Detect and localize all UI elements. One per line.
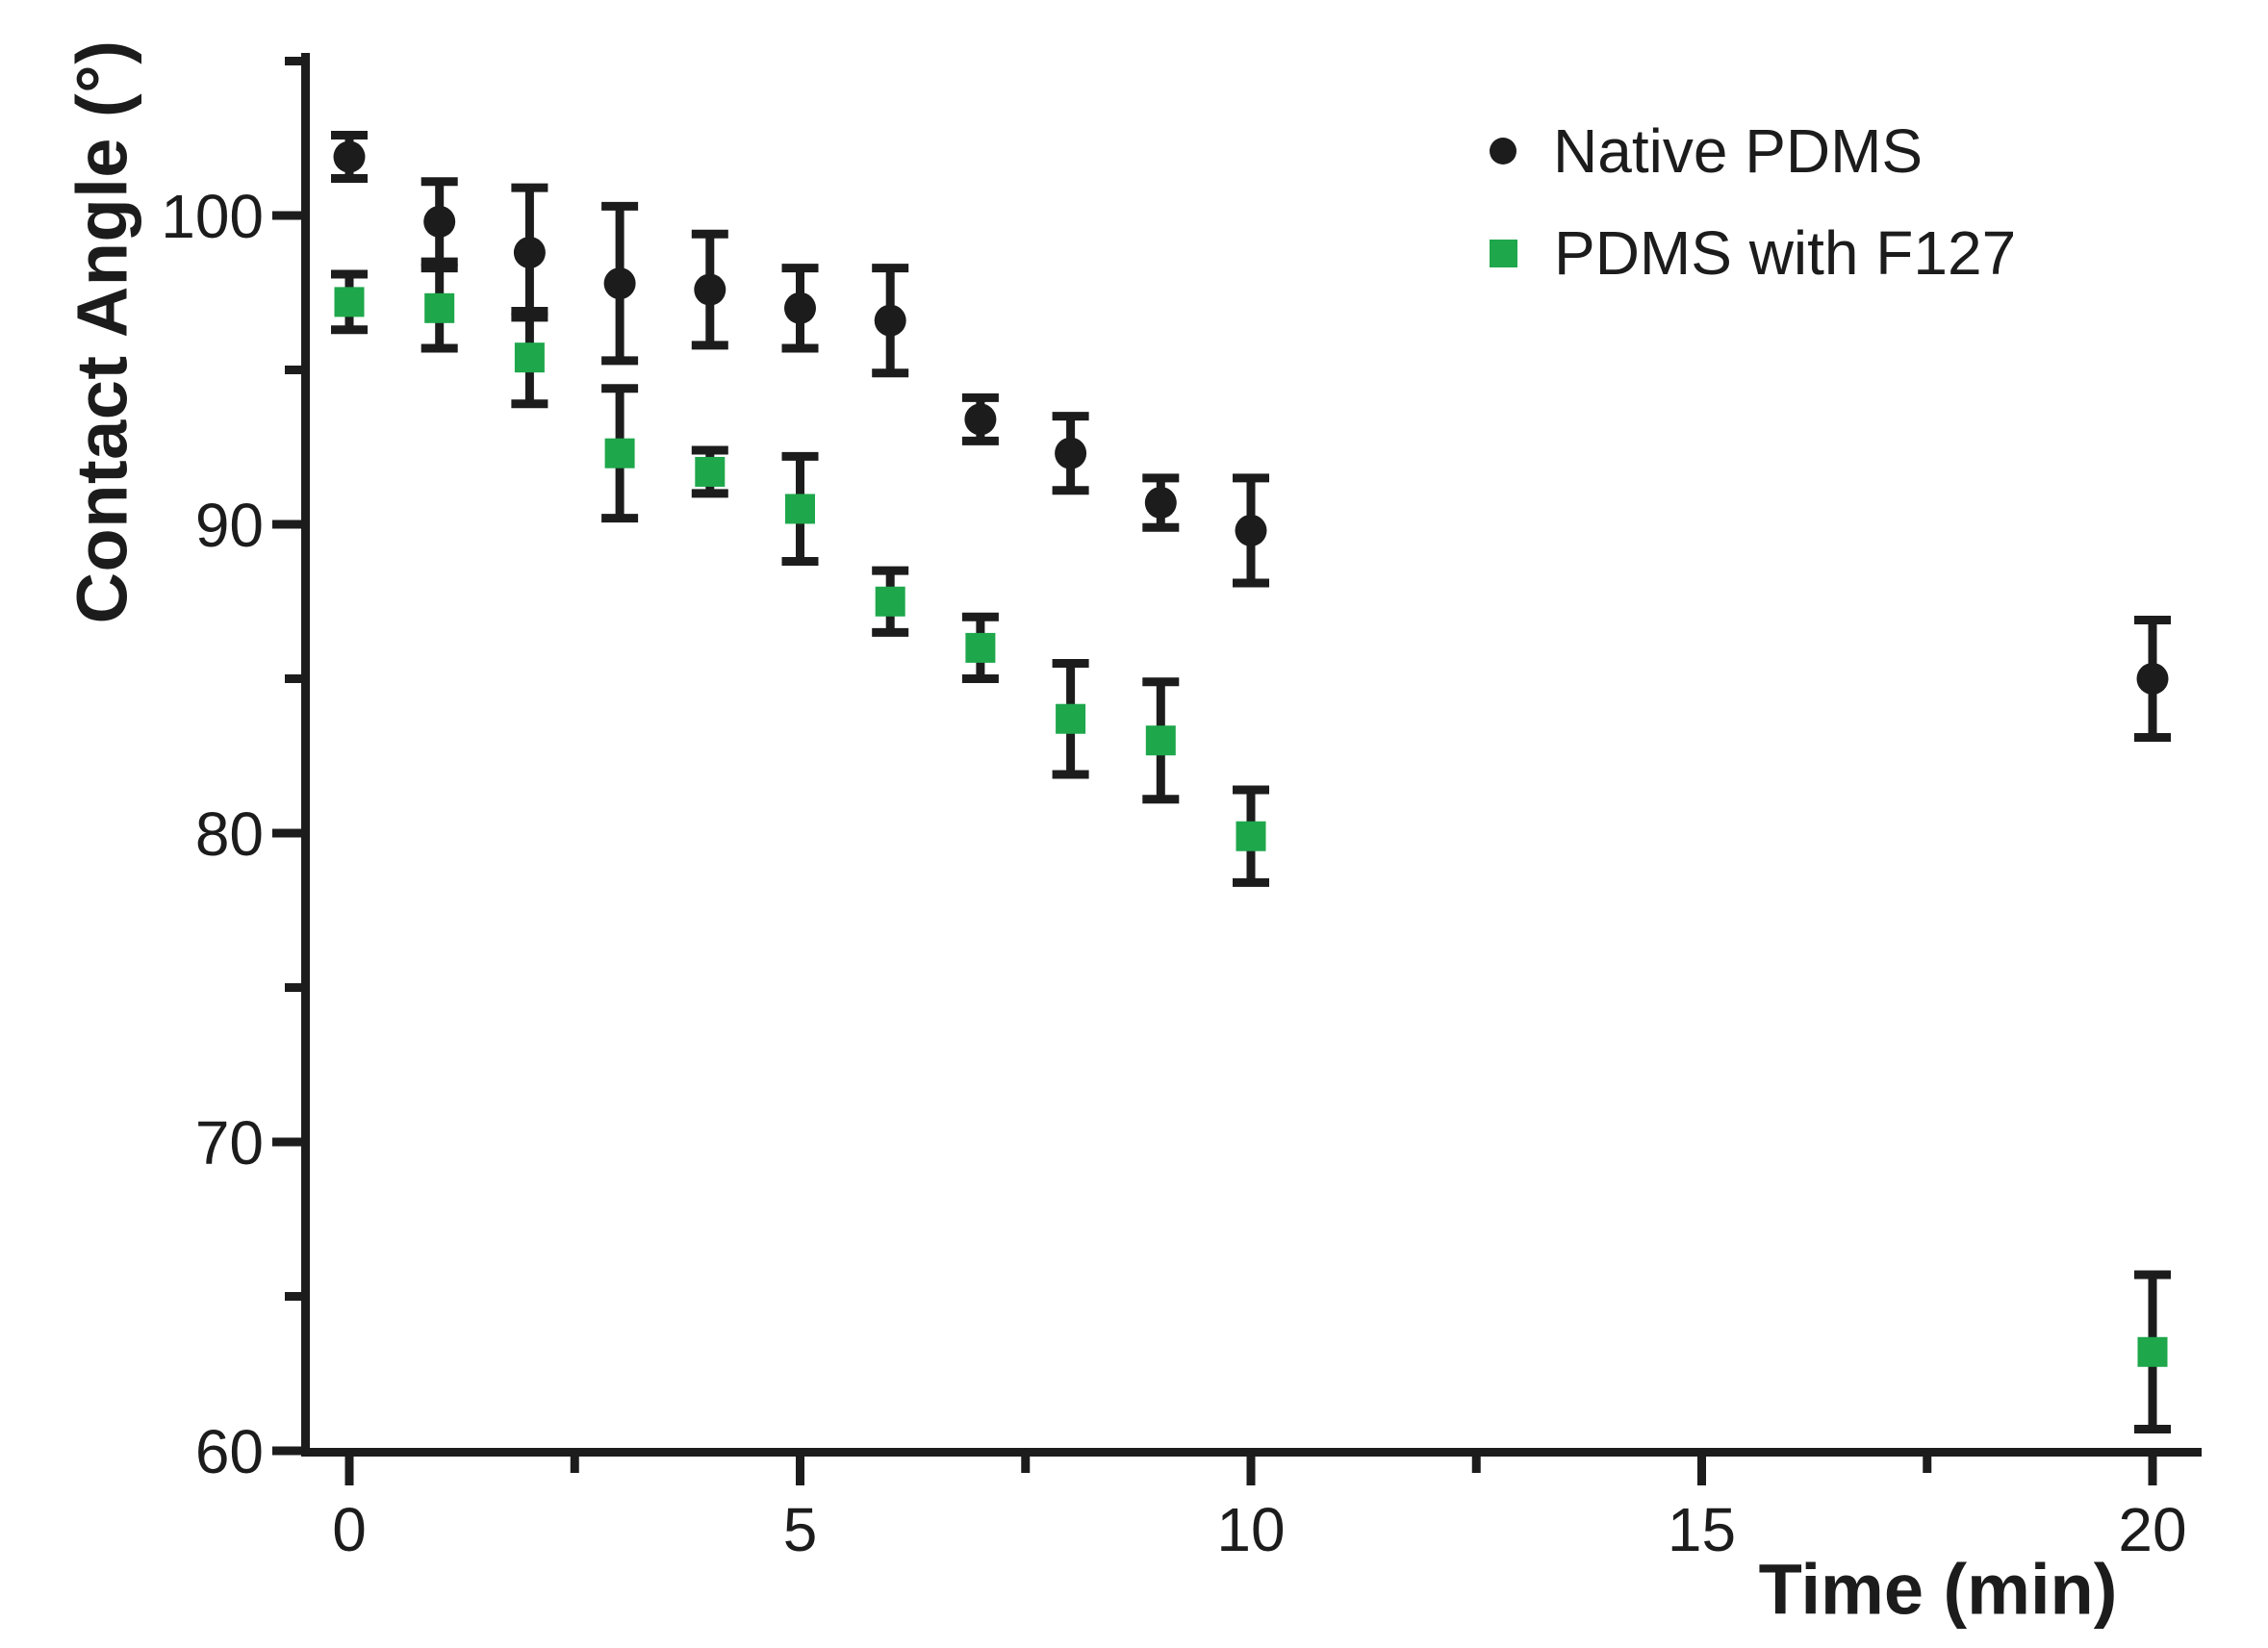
legend-item-native-pdms: Native PDMS	[1490, 108, 2016, 194]
x-tick-label: 20	[2118, 1495, 2186, 1564]
data-point-square	[1056, 703, 1086, 734]
y-tick-label: 70	[195, 1108, 264, 1178]
x-tick-label: 10	[1216, 1495, 1285, 1564]
data-point-square	[1236, 821, 1266, 851]
data-point-square	[1145, 725, 1176, 756]
data-point-circle	[1144, 487, 1177, 520]
x-tick-label: 0	[332, 1495, 367, 1564]
legend-label-pdms-with-f127: PDMS with F127	[1554, 218, 2017, 288]
data-point-square	[785, 494, 815, 524]
x-tick-label: 15	[1668, 1495, 1736, 1564]
data-point-square	[2137, 1336, 2168, 1367]
data-point-circle	[694, 273, 726, 306]
data-point-square	[875, 586, 905, 617]
data-point-circle	[603, 267, 636, 300]
data-point-square	[334, 287, 365, 317]
data-point-square	[695, 456, 726, 487]
circle-marker-icon	[1490, 138, 1516, 165]
data-point-circle	[874, 304, 906, 337]
data-point-square	[965, 632, 996, 663]
data-point-circle	[964, 403, 997, 436]
x-tick-label: 5	[783, 1495, 818, 1564]
data-point-circle	[513, 237, 546, 269]
data-point-circle	[1055, 437, 1087, 469]
data-point-circle	[333, 140, 366, 173]
data-point-circle	[2136, 663, 2169, 695]
y-tick-label: 100	[161, 182, 264, 251]
square-marker-icon	[1490, 239, 1517, 267]
y-axis-title: Contact Angle (°)	[62, 39, 142, 624]
data-point-square	[514, 342, 545, 373]
y-tick-label: 80	[195, 799, 264, 869]
data-point-circle	[1235, 514, 1267, 546]
data-point-circle	[423, 205, 456, 238]
legend: Native PDMS PDMS with F127	[1490, 108, 2016, 296]
data-point-square	[604, 438, 635, 469]
y-tick-label: 60	[195, 1417, 264, 1486]
x-axis-title: Time (min)	[1758, 1549, 2118, 1630]
legend-item-pdms-with-f127: PDMS with F127	[1490, 210, 2016, 296]
data-point-circle	[784, 292, 816, 324]
data-point-square	[424, 292, 455, 323]
legend-label-native-pdms: Native PDMS	[1553, 116, 1924, 186]
y-tick-label: 90	[195, 491, 264, 560]
